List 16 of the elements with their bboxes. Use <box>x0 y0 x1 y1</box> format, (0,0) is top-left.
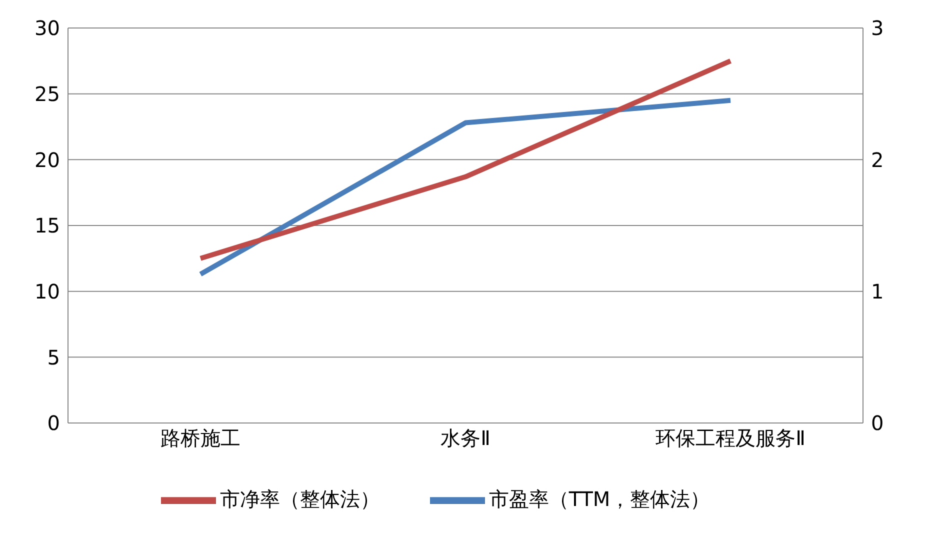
x-tick-label: 路桥施工 <box>160 426 240 450</box>
x-tick-label: 环保工程及服务Ⅱ <box>656 426 806 450</box>
y2-tick-label: 3 <box>871 16 884 40</box>
y-tick-label: 15 <box>34 214 60 238</box>
y-tick-label: 25 <box>34 82 60 106</box>
y2-tick-label: 0 <box>871 411 884 436</box>
y-tick-label: 10 <box>34 279 60 304</box>
legend-label: 市盈率（TTM，整体法） <box>488 486 710 511</box>
y2-tick-label: 2 <box>871 148 884 172</box>
y-tick-label: 0 <box>47 411 60 436</box>
legend-label: 市净率（整体法） <box>220 486 380 511</box>
y2-tick-label: 1 <box>871 279 884 304</box>
y-tick-label: 5 <box>47 345 60 370</box>
y-tick-label: 30 <box>34 16 60 40</box>
x-tick-label: 水务Ⅱ <box>440 426 490 450</box>
y-tick-label: 20 <box>34 148 60 172</box>
